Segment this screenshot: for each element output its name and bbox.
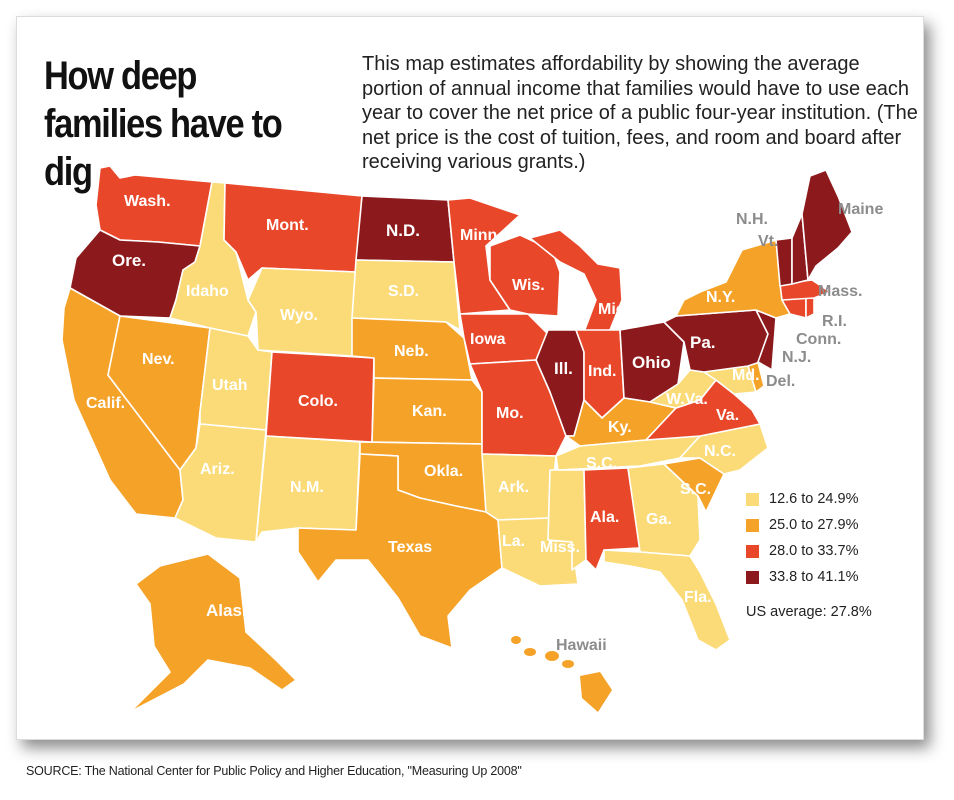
state-new-york bbox=[675, 239, 791, 319]
label-pa: Pa. bbox=[690, 333, 716, 352]
legend: 12.6 to 24.9% 25.0 to 27.9% 28.0 to 33.7… bbox=[746, 486, 946, 620]
label-ga: Ga. bbox=[646, 511, 672, 528]
label-wis: Wis. bbox=[512, 277, 545, 294]
label-neb: Neb. bbox=[394, 343, 429, 360]
label-iowa: Iowa bbox=[470, 331, 506, 348]
label-mo: Mo. bbox=[496, 405, 524, 422]
label-mont: Mont. bbox=[266, 217, 309, 234]
label-alaska: Alaska bbox=[206, 601, 261, 620]
state-rhode-island bbox=[805, 297, 815, 319]
label-mass: Mass. bbox=[818, 283, 862, 300]
label-ind: Ind. bbox=[588, 363, 616, 380]
legend-label: 33.8 to 41.1% bbox=[769, 569, 859, 585]
map-description: This map estimates affordability by show… bbox=[362, 53, 918, 173]
source-note: SOURCE: The National Center for Public P… bbox=[26, 764, 522, 778]
label-ore: Ore. bbox=[112, 251, 146, 270]
label-idaho: Idaho bbox=[186, 283, 229, 300]
label-ill: Ill. bbox=[554, 359, 573, 378]
label-ohio: Ohio bbox=[632, 353, 671, 372]
label-miss: Miss. bbox=[540, 539, 580, 556]
legend-item: 12.6 to 24.9% bbox=[746, 486, 946, 512]
label-conn: Conn. bbox=[796, 331, 841, 348]
legend-swatch bbox=[746, 518, 759, 532]
label-nm: N.M. bbox=[290, 479, 324, 496]
us-average: US average: 27.8% bbox=[746, 604, 872, 620]
label-ky: Ky. bbox=[608, 419, 632, 436]
legend-item: 28.0 to 33.7% bbox=[746, 538, 946, 564]
legend-swatch bbox=[746, 544, 759, 558]
label-wash: Wash. bbox=[124, 193, 171, 210]
label-texas: Texas bbox=[388, 539, 432, 556]
label-mich: Mich. bbox=[598, 301, 639, 318]
label-md: Md. bbox=[732, 367, 760, 384]
legend-label: 28.0 to 33.7% bbox=[769, 543, 859, 559]
label-minn: Minn. bbox=[460, 227, 502, 244]
label-okla: Okla. bbox=[424, 463, 463, 480]
label-kan: Kan. bbox=[412, 403, 447, 420]
label-del: Del. bbox=[766, 373, 795, 390]
label-nj: N.J. bbox=[782, 349, 811, 366]
label-nh: N.H. bbox=[736, 211, 768, 228]
label-tenn: S.C. bbox=[586, 455, 617, 472]
map-title: How deep families have to dig bbox=[44, 54, 283, 194]
label-vt: Vt. bbox=[758, 233, 778, 250]
state-south-carolina bbox=[663, 457, 725, 513]
label-nev: Nev. bbox=[142, 351, 175, 368]
label-ri: R.I. bbox=[822, 313, 847, 330]
label-wva: W.Va. bbox=[666, 391, 708, 408]
label-sc: S.C. bbox=[680, 481, 711, 498]
label-sd: S.D. bbox=[388, 283, 419, 300]
label-nd: N.D. bbox=[386, 221, 420, 240]
legend-swatch bbox=[746, 570, 759, 584]
state-maine bbox=[801, 169, 853, 281]
label-wyo: Wyo. bbox=[280, 307, 318, 324]
state-hawaii bbox=[511, 636, 612, 712]
label-hawaii: Hawaii bbox=[556, 637, 607, 654]
legend-label: 12.6 to 24.9% bbox=[769, 491, 859, 507]
label-la: La. bbox=[502, 533, 525, 550]
label-colo: Colo. bbox=[298, 393, 338, 410]
state-florida bbox=[603, 549, 731, 651]
legend-swatch bbox=[746, 492, 759, 506]
state-south-dakota bbox=[351, 259, 461, 331]
legend-item: 33.8 to 41.1% bbox=[746, 564, 946, 590]
state-texas bbox=[297, 453, 503, 649]
state-michigan bbox=[529, 229, 623, 333]
legend-item: 25.0 to 27.9% bbox=[746, 512, 946, 538]
label-ny: N.Y. bbox=[706, 289, 735, 306]
label-ariz: Ariz. bbox=[200, 461, 235, 478]
label-calif: Calif. bbox=[86, 395, 125, 412]
state-alaska bbox=[129, 553, 297, 713]
label-ala: Ala. bbox=[590, 509, 619, 526]
state-wisconsin bbox=[489, 234, 561, 317]
legend-label: 25.0 to 27.9% bbox=[769, 517, 859, 533]
label-va: Va. bbox=[716, 407, 739, 424]
label-maine: Maine bbox=[838, 201, 883, 218]
label-ark: Ark. bbox=[498, 479, 529, 496]
label-nc: N.C. bbox=[704, 443, 736, 460]
label-utah: Utah bbox=[212, 377, 248, 394]
label-fla: Fla. bbox=[684, 589, 712, 606]
